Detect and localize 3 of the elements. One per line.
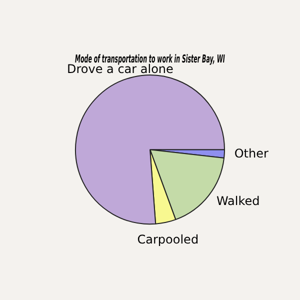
slice-label: Other [234, 146, 269, 160]
slice-label: Carpooled [137, 232, 199, 246]
slice-label: Walked [216, 194, 260, 208]
